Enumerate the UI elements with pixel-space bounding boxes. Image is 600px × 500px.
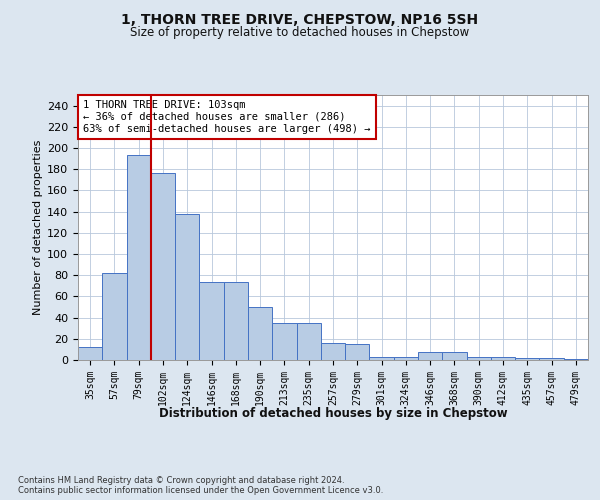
Bar [151,174,175,360]
Text: Size of property relative to detached houses in Chepstow: Size of property relative to detached ho… [130,26,470,39]
Text: 1, THORN TREE DRIVE, CHEPSTOW, NP16 5SH: 1, THORN TREE DRIVE, CHEPSTOW, NP16 5SH [121,12,479,26]
Bar [127,156,151,360]
Bar [345,344,370,360]
Bar [272,323,296,360]
Bar [491,357,515,360]
Bar [564,359,588,360]
Text: Distribution of detached houses by size in Chepstow: Distribution of detached houses by size … [158,408,508,420]
Bar [418,352,442,360]
Bar [321,343,345,360]
Bar [467,357,491,360]
Bar [102,273,127,360]
Bar [394,357,418,360]
Bar [248,307,272,360]
Text: Contains HM Land Registry data © Crown copyright and database right 2024.
Contai: Contains HM Land Registry data © Crown c… [18,476,383,495]
Bar [199,282,224,360]
Text: 1 THORN TREE DRIVE: 103sqm
← 36% of detached houses are smaller (286)
63% of sem: 1 THORN TREE DRIVE: 103sqm ← 36% of deta… [83,100,371,134]
Bar [296,323,321,360]
Bar [515,358,539,360]
Bar [175,214,199,360]
Bar [370,357,394,360]
Bar [539,358,564,360]
Bar [78,348,102,360]
Bar [442,352,467,360]
Bar [224,282,248,360]
Y-axis label: Number of detached properties: Number of detached properties [33,140,43,315]
